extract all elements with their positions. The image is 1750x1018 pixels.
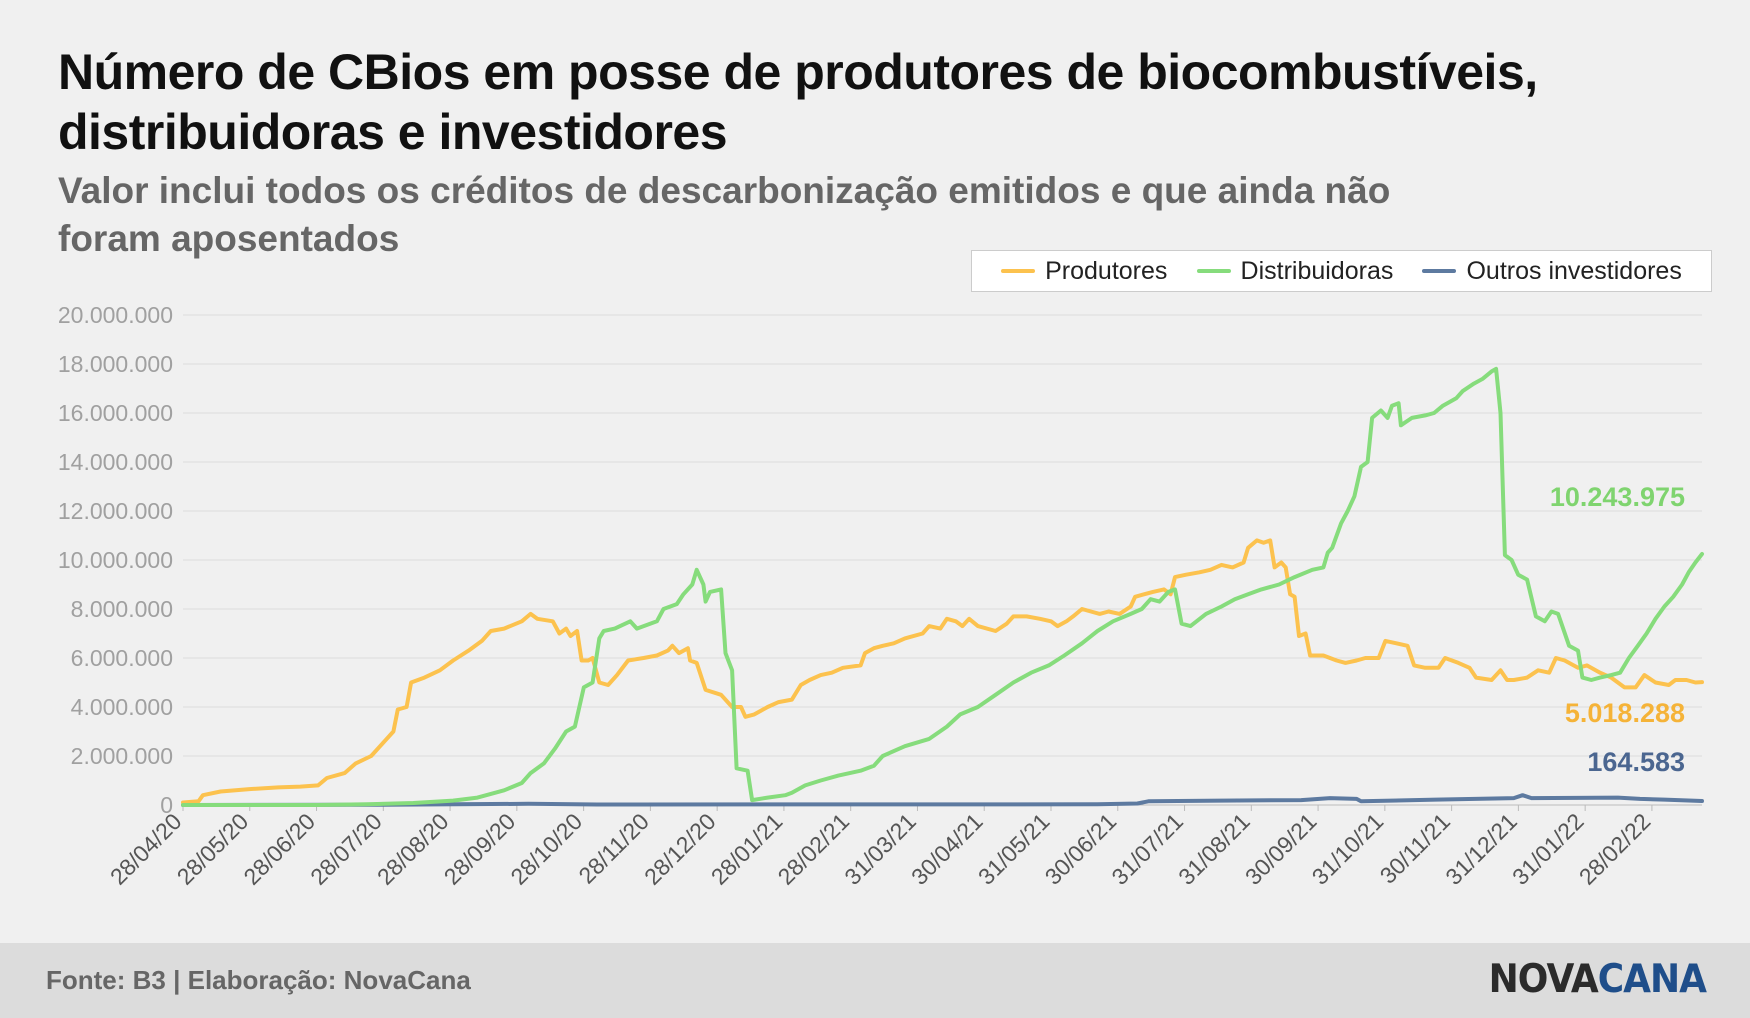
legend-item-produtores: Produtores bbox=[1001, 257, 1167, 286]
x-tick-label: 28/05/20 bbox=[172, 808, 254, 890]
legend-label-distribuidoras: Distribuidoras bbox=[1240, 256, 1394, 285]
legend-swatch-produtores bbox=[1001, 269, 1036, 273]
x-tick-label: 30/11/21 bbox=[1375, 808, 1455, 888]
x-tick-label: 28/10/20 bbox=[505, 808, 587, 890]
series-lines bbox=[181, 366, 1704, 807]
y-tick-label: 14.000.000 bbox=[58, 449, 173, 475]
x-tick-label: 31/10/21 bbox=[1307, 808, 1389, 890]
series-line-outros-investidores bbox=[181, 793, 1704, 807]
x-tick-label: 28/01/21 bbox=[706, 808, 788, 890]
x-tick-label: 30/04/21 bbox=[906, 808, 988, 890]
x-tick-label: 28/08/20 bbox=[372, 808, 454, 890]
x-tick-label: 30/09/21 bbox=[1240, 808, 1322, 890]
chart-subtitle: Valor inclui todos os créditos de descar… bbox=[58, 170, 1391, 259]
y-tick-label: 16.000.000 bbox=[58, 400, 173, 426]
x-tick-label: 31/08/21 bbox=[1173, 808, 1255, 890]
x-tick-label: 28/11/20 bbox=[573, 808, 653, 888]
y-tick-label: 20.000.000 bbox=[58, 302, 173, 328]
end-label-outros-investidores: 164.583 bbox=[1587, 747, 1685, 777]
x-tick-label: 28/04/20 bbox=[105, 808, 187, 890]
x-tick-label: 31/03/21 bbox=[839, 808, 921, 890]
line-chart: 0 2.000.000 4.000.000 6.000.000 8.000.000 10.… bbox=[58, 302, 1704, 890]
legend-item-distribuidoras: Distribuidoras bbox=[1196, 256, 1394, 286]
series-line-distribuidoras bbox=[181, 366, 1704, 807]
x-tick-label: 28/02/22 bbox=[1574, 808, 1656, 890]
x-tick-label: 28/12/20 bbox=[639, 808, 721, 890]
end-labels: 10.243.975 5.018.288 164.583 bbox=[1550, 482, 1685, 777]
footer: Fonte: B3 | Elaboração: NovaCana NOVACAN… bbox=[0, 943, 1750, 1018]
legend-label-outros: Outros investidores bbox=[1466, 256, 1682, 285]
x-tick-label: 28/06/20 bbox=[238, 808, 320, 890]
source-text: Fonte: B3 | Elaboração: NovaCana bbox=[46, 965, 471, 995]
x-tick-label: 31/07/21 bbox=[1106, 808, 1188, 890]
y-tick-label: 6.000.000 bbox=[71, 645, 173, 671]
end-label-produtores: 5.018.288 bbox=[1565, 698, 1685, 728]
x-tick-label: 28/07/20 bbox=[305, 808, 387, 890]
y-tick-label: 2.000.000 bbox=[71, 743, 173, 769]
legend-item-outros: Outros investidores bbox=[1422, 256, 1682, 286]
y-tick-label: 8.000.000 bbox=[71, 596, 173, 622]
novacana-logo: NOVACANA bbox=[1488, 956, 1707, 1003]
x-tick-label: 28/09/20 bbox=[439, 808, 521, 890]
legend-label-produtores: Produtores bbox=[1045, 256, 1168, 285]
y-tick-label: 0 bbox=[160, 792, 173, 818]
x-tick-label: 28/02/21 bbox=[773, 808, 855, 890]
x-tick-label: 31/12/21 bbox=[1440, 808, 1522, 890]
legend-swatch-distribuidoras bbox=[1196, 269, 1231, 273]
end-label-distribuidoras: 10.243.975 bbox=[1550, 482, 1685, 512]
legend: Produtores Distribuidoras Outros investi… bbox=[971, 250, 1712, 292]
series-line-produtores bbox=[181, 538, 1704, 805]
y-tick-label: 12.000.000 bbox=[58, 498, 173, 524]
y-tick-label: 4.000.000 bbox=[71, 694, 173, 720]
x-tick-label: 30/06/21 bbox=[1040, 808, 1122, 890]
legend-swatch-outros bbox=[1422, 269, 1457, 273]
y-axis-ticks: 0 2.000.000 4.000.000 6.000.000 8.000.000 10.… bbox=[58, 302, 173, 818]
x-axis-ticks: 28/04/2028/05/2028/06/2028/07/2028/08/20… bbox=[105, 805, 1656, 890]
y-tick-label: 10.000.000 bbox=[58, 547, 173, 573]
y-tick-label: 18.000.000 bbox=[58, 351, 173, 377]
chart-title: Número de CBios em posse de produtores d… bbox=[58, 44, 1538, 160]
x-tick-label: 31/05/21 bbox=[973, 808, 1055, 890]
x-tick-label: 31/01/22 bbox=[1507, 808, 1589, 890]
